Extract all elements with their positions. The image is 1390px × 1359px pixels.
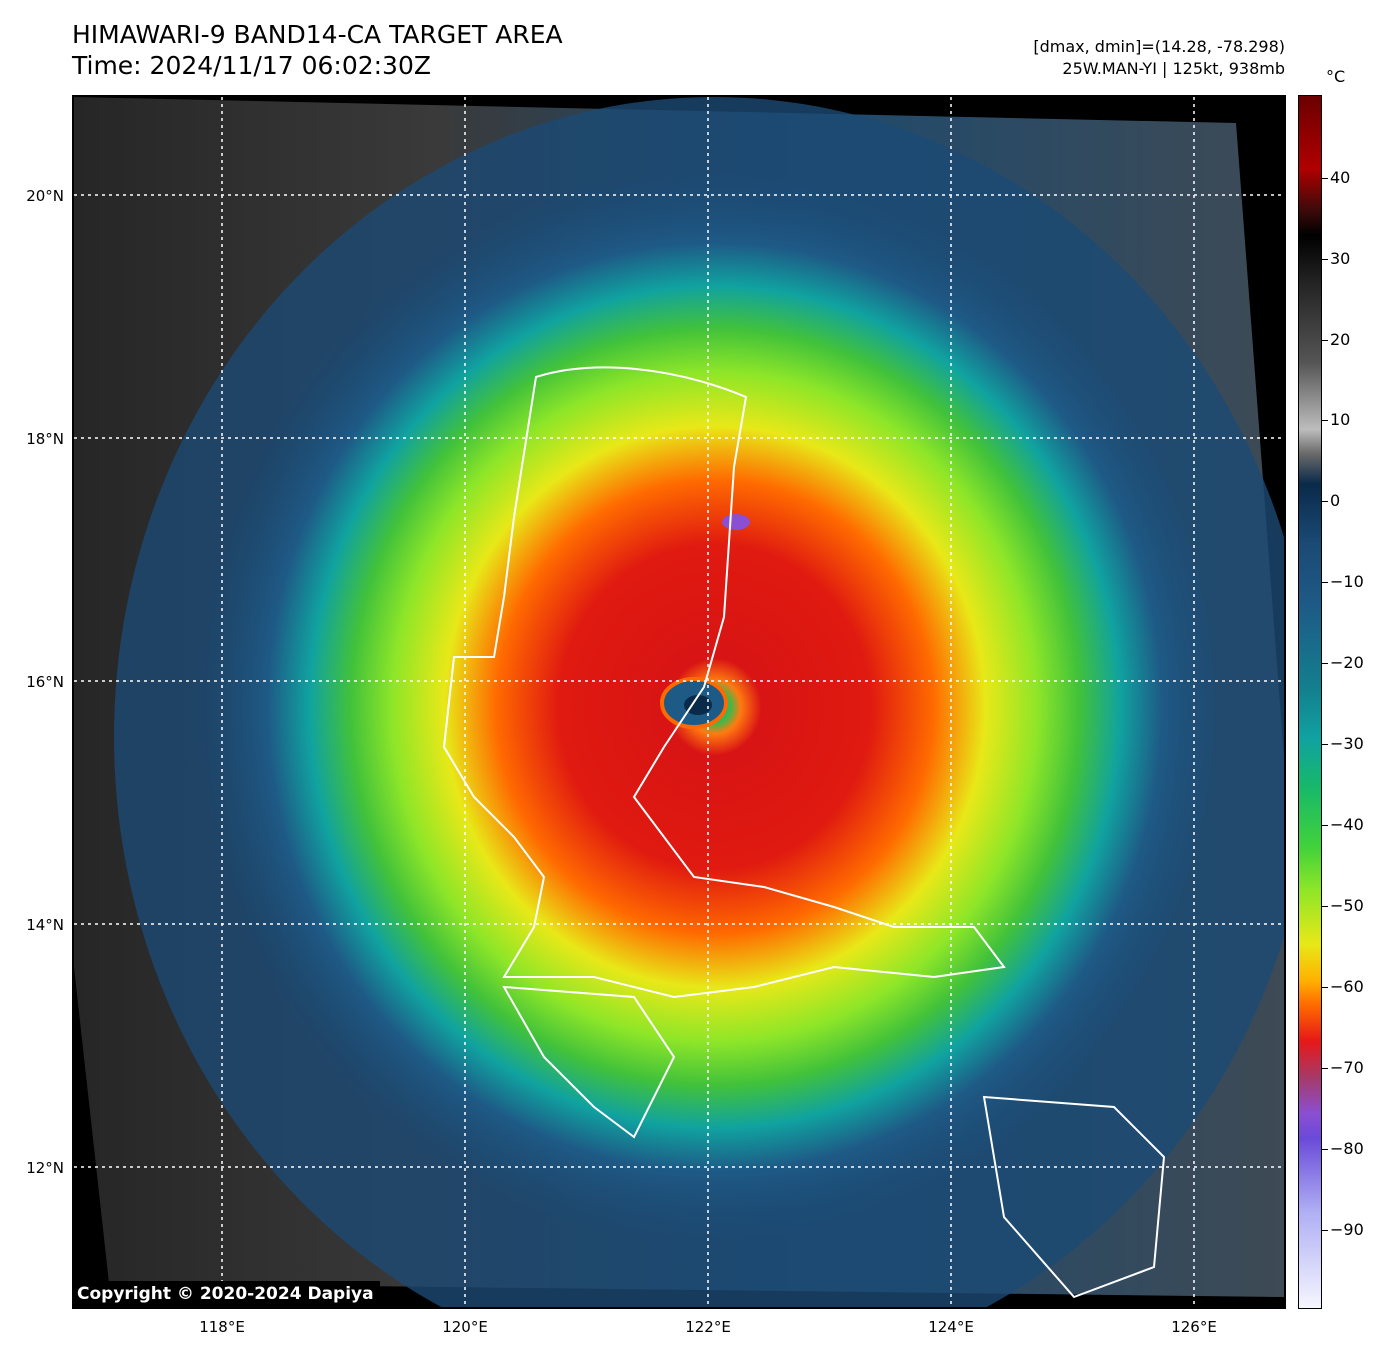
colorbar-tick <box>1322 340 1328 341</box>
cold-cloud-top <box>722 514 750 530</box>
lon-label-120e: 120°E <box>442 1318 488 1336</box>
intensity-range-label: [dmax, dmin]=(14.28, -78.298) <box>1033 37 1285 56</box>
storm-info-label: 25W.MAN-YI | 125kt, 938mb <box>1062 59 1285 78</box>
colorbar-tick <box>1322 259 1328 260</box>
lat-label-18n: 18°N <box>26 430 64 448</box>
colorbar-unit: °C <box>1326 67 1346 86</box>
lon-label-118e: 118°E <box>199 1318 245 1336</box>
colorbar-label-minus10: −10 <box>1330 572 1364 591</box>
lon-label-126e: 126°E <box>1171 1318 1217 1336</box>
colorbar-tick <box>1322 744 1328 745</box>
colorbar-tick <box>1322 420 1328 421</box>
colorbar-label-0: 0 <box>1330 491 1341 510</box>
colorbar-label-30: 30 <box>1330 249 1351 268</box>
title-line-1: HIMAWARI-9 BAND14-CA TARGET AREA <box>72 20 563 49</box>
temperature-colorbar <box>1298 95 1322 1309</box>
lon-label-124e: 124°E <box>928 1318 974 1336</box>
colorbar-label-20: 20 <box>1330 330 1351 349</box>
colorbar-tick <box>1322 1149 1328 1150</box>
satellite-imagery <box>74 97 1284 1307</box>
colorbar-tick <box>1322 501 1328 502</box>
colorbar-label-minus60: −60 <box>1330 977 1364 996</box>
colorbar-tick <box>1322 178 1328 179</box>
lat-label-20n: 20°N <box>26 187 64 205</box>
copyright-label: Copyright © 2020-2024 Dapiya <box>74 1281 380 1308</box>
colorbar-label-minus50: −50 <box>1330 896 1364 915</box>
graticule <box>74 97 1284 1307</box>
colorbar-label-minus80: −80 <box>1330 1139 1364 1158</box>
colorbar-label-minus30: −30 <box>1330 734 1364 753</box>
colorbar-label-minus20: −20 <box>1330 653 1364 672</box>
lat-label-16n: 16°N <box>26 673 64 691</box>
colorbar-tick <box>1322 987 1328 988</box>
colorbar-tick <box>1322 1230 1328 1231</box>
lat-label-14n: 14°N <box>26 916 64 934</box>
lat-label-12n: 12°N <box>26 1159 64 1177</box>
colorbar-label-minus90: −90 <box>1330 1220 1364 1239</box>
coastline-samar <box>982 1095 1166 1299</box>
colorbar-label-40: 40 <box>1330 168 1351 187</box>
lon-label-122e: 122°E <box>685 1318 731 1336</box>
colorbar-label-minus70: −70 <box>1330 1058 1364 1077</box>
colorbar-tick <box>1322 825 1328 826</box>
colorbar-tick <box>1322 582 1328 583</box>
coastline-luzon <box>442 366 1006 999</box>
colorbar-label-10: 10 <box>1330 410 1351 429</box>
colorbar-tick <box>1322 663 1328 664</box>
coastline-mindoro <box>502 985 676 1139</box>
colorbar-tick <box>1322 906 1328 907</box>
title-line-2: Time: 2024/11/17 06:02:30Z <box>72 51 431 80</box>
colorbar-label-minus40: −40 <box>1330 815 1364 834</box>
colorbar-tick <box>1322 1068 1328 1069</box>
eye-center <box>684 695 712 715</box>
satellite-map <box>72 95 1286 1309</box>
